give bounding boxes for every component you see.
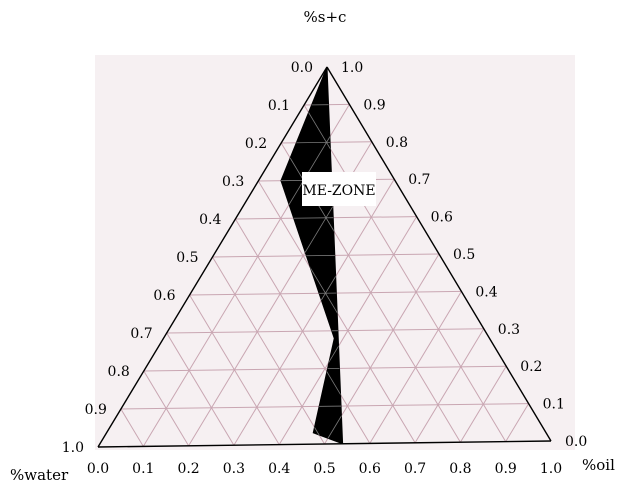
grid-line-water-1 [303, 104, 507, 442]
right-tick-label: 1.0 [341, 60, 363, 76]
zone-grid-line-sc-8 [281, 141, 343, 144]
tick-labels: 0.0 0.1 0.2 0.3 0.4 0.5 0.6 0.7 0.8 0.9 1.00.00.10… [62, 60, 588, 477]
grid-line-water-8 [143, 370, 190, 447]
right-tick-label: 0.1 [543, 397, 565, 413]
right-tick-label: 0.6 [431, 210, 453, 226]
right-tick-label: 0.4 [475, 284, 497, 300]
triangle-axes [97, 66, 552, 448]
right-tick-label: 0.0 [565, 434, 587, 450]
grid-line-water-5 [212, 256, 325, 445]
grid-line-water-7 [166, 332, 235, 446]
right-tick-label: 0.5 [453, 247, 475, 263]
zone-grid-line-sc-4 [280, 291, 343, 296]
bottom-tick-label: 0.1 [132, 461, 154, 477]
right-tick-label: 0.2 [520, 359, 542, 375]
me-zone-label-box [302, 172, 376, 206]
bottom-tick-label: 0.8 [449, 461, 471, 477]
grid-line-oil-6 [369, 291, 462, 444]
bottom-tick-label: 0.4 [268, 461, 290, 477]
me-zone-label: ME-ZONE [302, 183, 375, 199]
grid-line-oil-7 [414, 328, 485, 444]
left-tick-label: 0.0 [291, 60, 313, 76]
bottom-tick-label: 0.3 [223, 461, 245, 477]
corner-label-oil: %oil [582, 456, 615, 474]
right-tick-label: 0.7 [408, 172, 430, 188]
left-tick-label: 1.0 [62, 440, 84, 456]
left-tick-label: 0.5 [176, 250, 198, 266]
corner-label-top: %s+c [304, 8, 347, 26]
left-tick-label: 0.6 [153, 288, 175, 304]
bottom-tick-label: 0.2 [177, 461, 199, 477]
right-tick-label: 0.3 [498, 322, 520, 338]
axis-right [326, 66, 552, 442]
zone-grid-line-sc-5 [280, 253, 343, 258]
grid-line-oil-3 [233, 178, 395, 446]
grid-line-water-9 [120, 408, 144, 447]
axis-bottom [97, 440, 552, 448]
bottom-tick-label: 0.0 [87, 461, 109, 477]
corner-label-water: %water [10, 466, 69, 484]
left-tick-label: 0.7 [130, 326, 152, 342]
grid-line-oil-9 [505, 403, 530, 442]
left-tick-label: 0.9 [85, 402, 107, 418]
bottom-tick-label: 0.9 [495, 461, 517, 477]
left-tick-label: 0.8 [108, 364, 130, 380]
zone-grid-line-sc-1 [280, 403, 343, 410]
axis-left [97, 66, 328, 448]
bottom-tick-label: 0.6 [359, 461, 381, 477]
bottom-tick-label: 0.7 [404, 461, 426, 477]
right-tick-label: 0.9 [363, 97, 385, 113]
grid-line-oil-5 [324, 253, 440, 445]
left-tick-label: 0.4 [199, 212, 221, 228]
bottom-tick-label: 0.5 [313, 461, 335, 477]
grid-line-water-6 [189, 294, 280, 445]
bottom-tick-label: 1.0 [540, 461, 562, 477]
left-tick-label: 0.2 [245, 136, 267, 152]
left-tick-label: 0.3 [222, 174, 244, 190]
grid-line-oil-8 [459, 365, 507, 443]
zone-grid-line-sc-6 [280, 216, 343, 220]
grid-line-sc-3 [166, 328, 484, 334]
zone-grid-line-oil-1 [280, 104, 343, 444]
left-tick-label: 0.1 [268, 98, 290, 114]
right-tick-label: 0.8 [386, 135, 408, 151]
